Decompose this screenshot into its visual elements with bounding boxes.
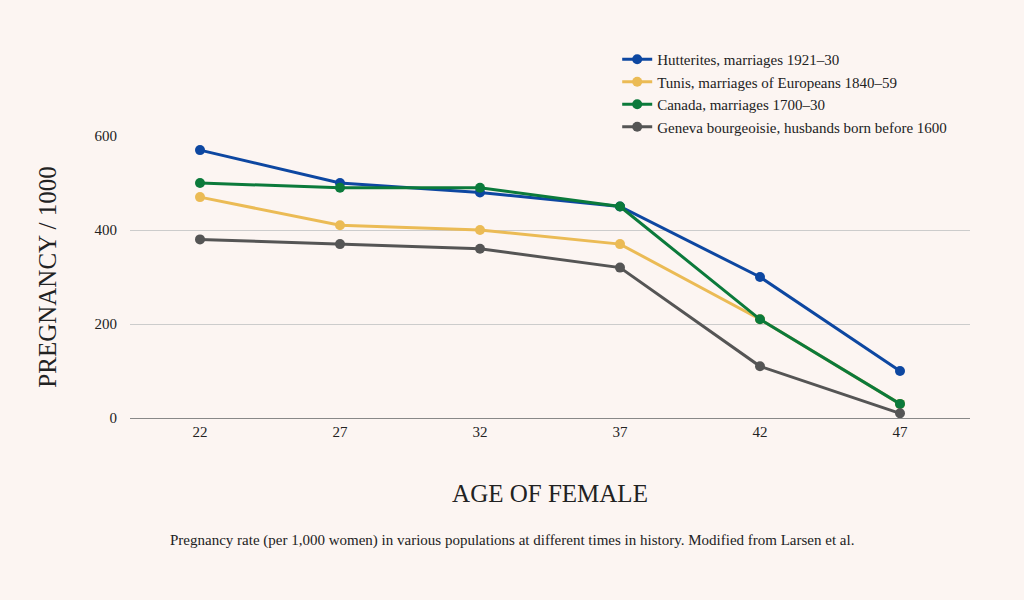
svg-text:Geneva bourgeoisie, husbands b: Geneva bourgeoisie, husbands born before… <box>657 120 947 136</box>
svg-text:37: 37 <box>613 424 629 440</box>
svg-text:27: 27 <box>333 424 349 440</box>
svg-text:Pregnancy rate (per 1,000 wome: Pregnancy rate (per 1,000 women) in vari… <box>170 532 854 549</box>
svg-text:47: 47 <box>893 424 909 440</box>
svg-text:PREGNANCY / 1000: PREGNANCY / 1000 <box>34 166 61 387</box>
svg-text:600: 600 <box>95 128 118 144</box>
svg-text:32: 32 <box>473 424 488 440</box>
svg-text:AGE OF FEMALE: AGE OF FEMALE <box>452 480 648 507</box>
svg-text:42: 42 <box>753 424 768 440</box>
svg-text:0: 0 <box>110 410 118 426</box>
svg-text:Tunis, marriages of Europeans: Tunis, marriages of Europeans 1840–59 <box>657 75 897 91</box>
svg-text:22: 22 <box>193 424 208 440</box>
svg-text:Canada, marriages 1700–30: Canada, marriages 1700–30 <box>657 97 825 113</box>
svg-text:400: 400 <box>95 222 118 238</box>
svg-text:200: 200 <box>95 316 118 332</box>
svg-text:Hutterites, marriages 1921–30: Hutterites, marriages 1921–30 <box>657 52 839 68</box>
